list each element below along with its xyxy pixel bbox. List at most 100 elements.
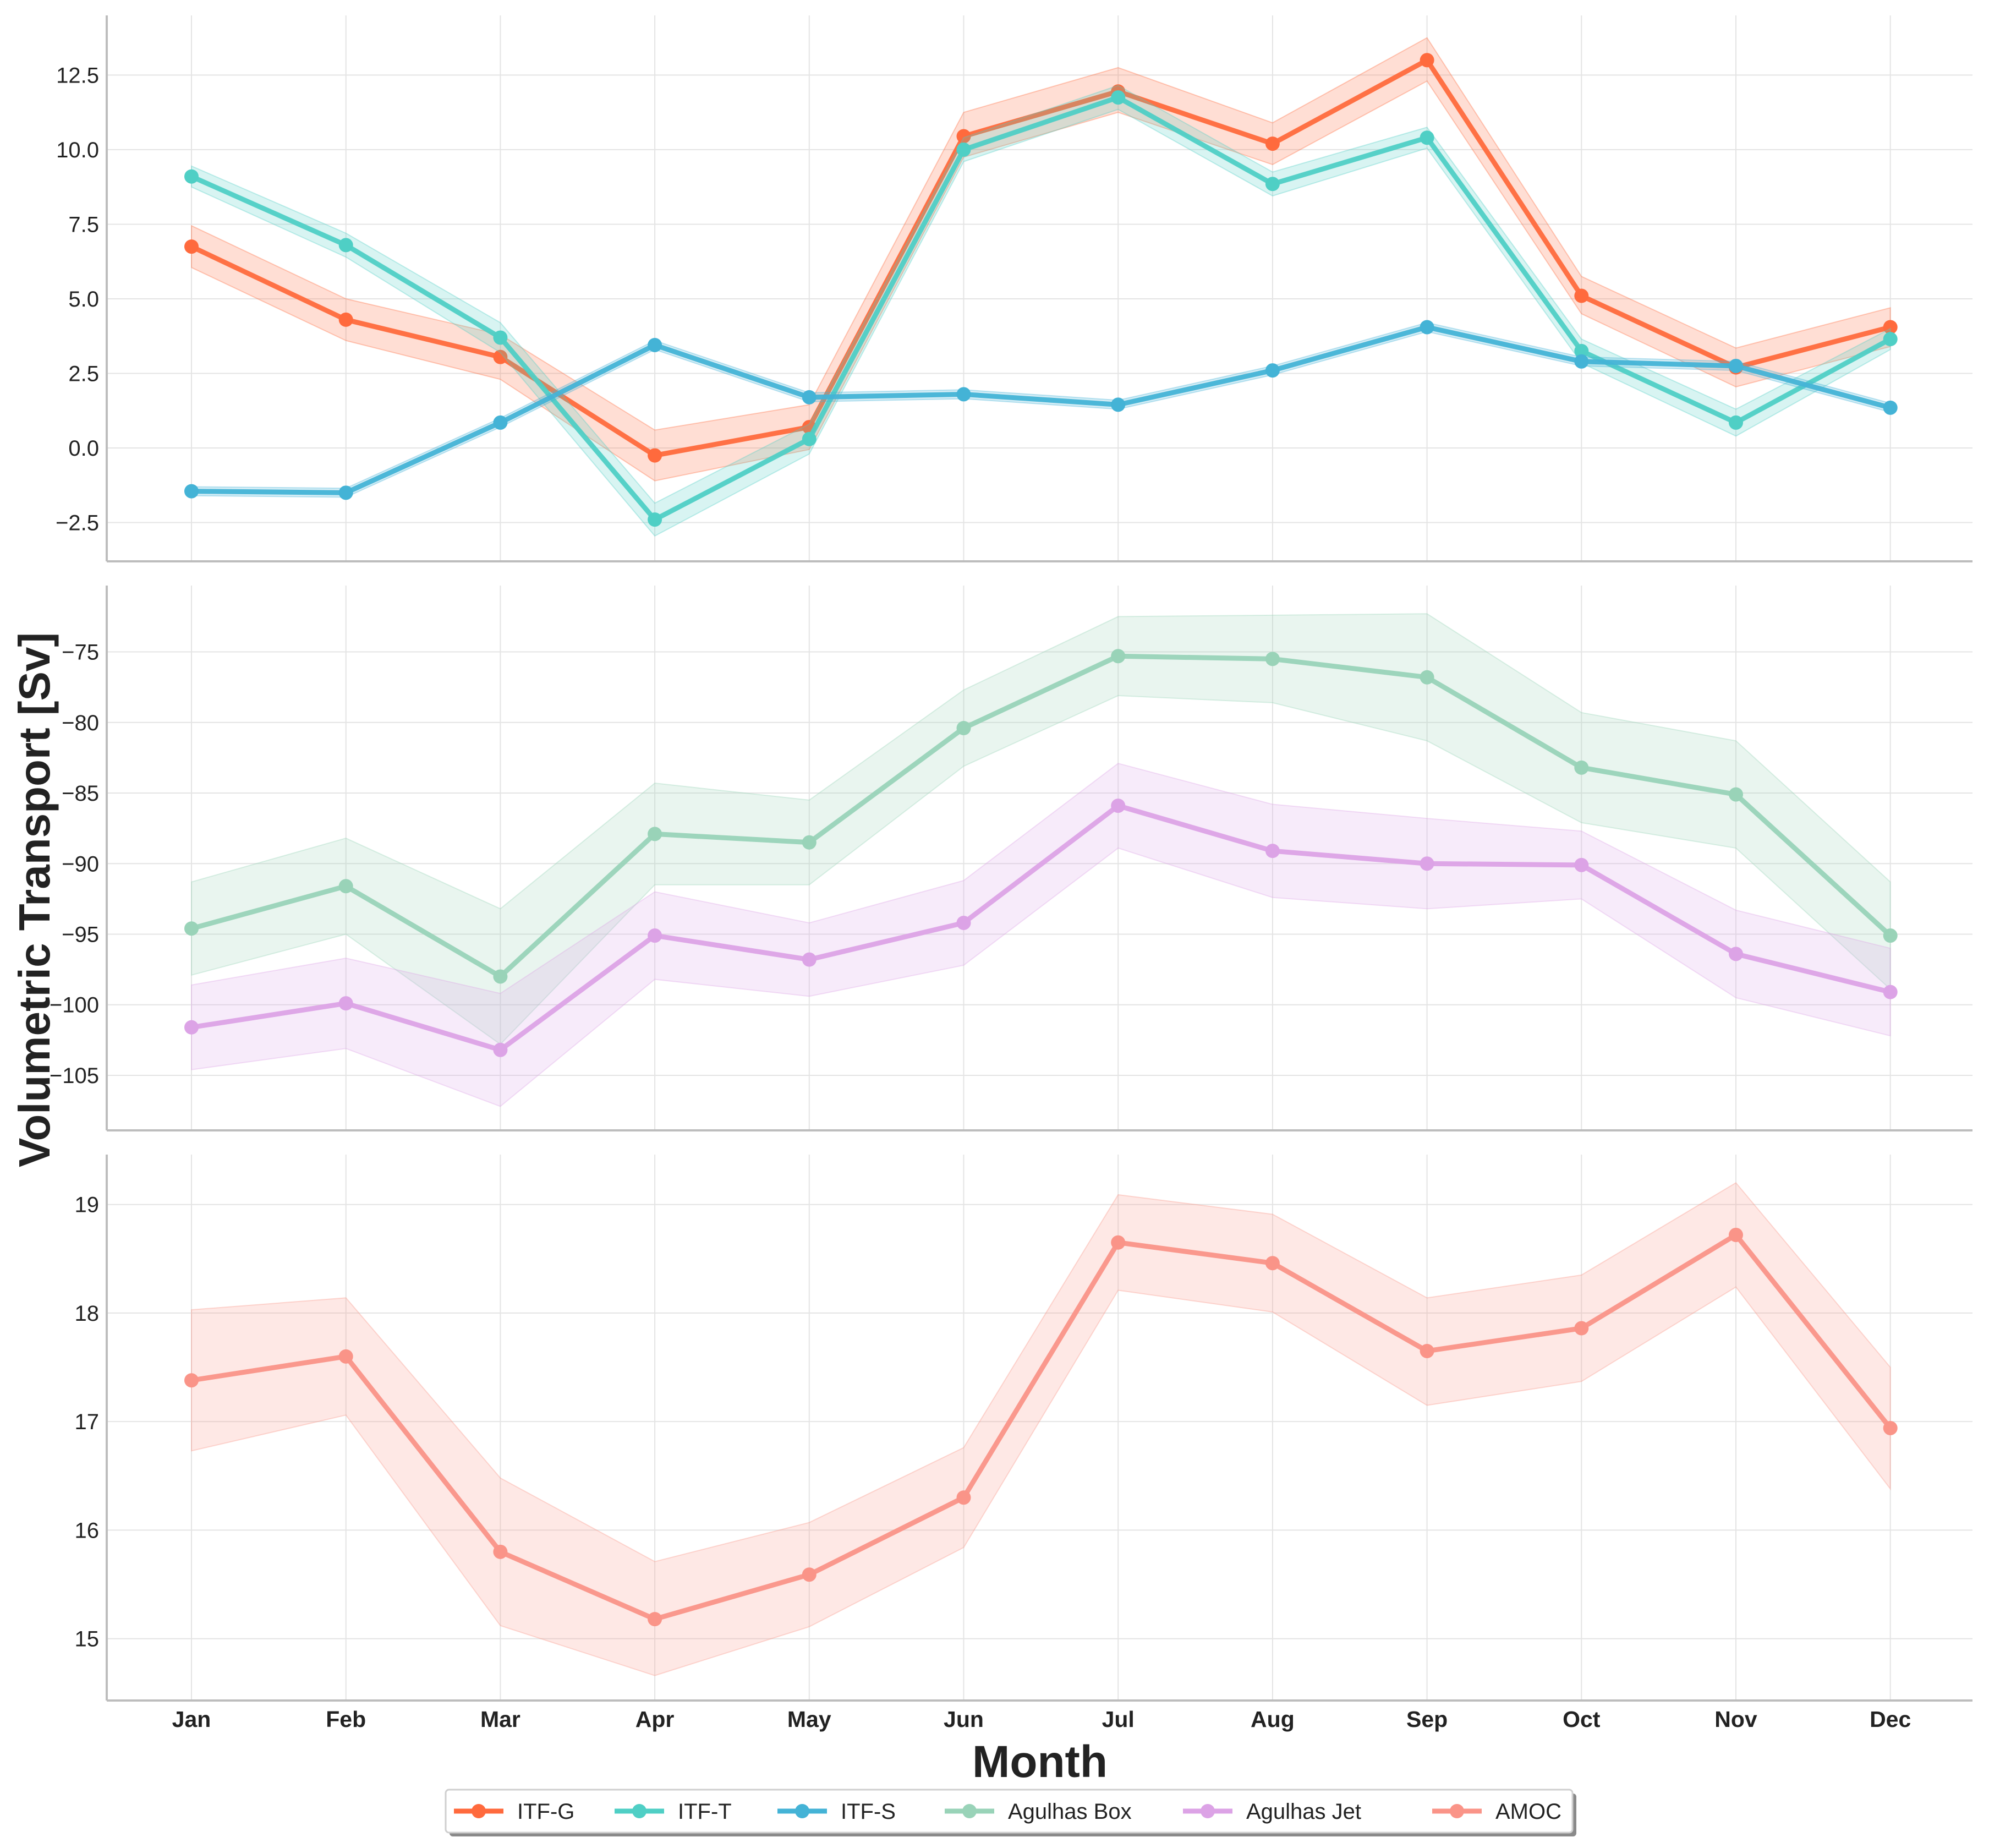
legend-label: ITF-T <box>678 1800 732 1824</box>
data-point <box>956 129 971 144</box>
x-tick-label: Dec <box>1870 1707 1911 1732</box>
y-tick-label: 10.0 <box>56 138 99 162</box>
panel-3: 15 16 17 18 19 <box>75 1155 1972 1702</box>
data-point <box>1883 985 1898 999</box>
data-point <box>1729 947 1743 961</box>
x-tick-label: Jun <box>944 1707 984 1732</box>
data-point <box>802 390 817 404</box>
legend-label: ITF-G <box>517 1800 574 1824</box>
x-tick-label: May <box>787 1707 831 1732</box>
data-point <box>1420 130 1434 145</box>
data-point <box>802 1567 817 1582</box>
legend-item: Agulhas Jet <box>1183 1800 1361 1824</box>
legend-label: Agulhas Box <box>1008 1800 1132 1824</box>
confidence-band <box>191 85 1891 537</box>
x-tick-label: Jan <box>172 1707 211 1732</box>
legend-marker <box>1201 1804 1215 1818</box>
data-point <box>338 312 353 327</box>
series-itf-s <box>184 320 1898 500</box>
data-point <box>1729 1227 1743 1242</box>
data-point <box>1420 53 1434 68</box>
legend-item: ITF-G <box>454 1800 574 1824</box>
data-point <box>1265 652 1280 666</box>
series-line <box>190 57 1891 458</box>
legend-item: ITF-T <box>615 1800 732 1824</box>
data-point <box>338 485 353 500</box>
data-point <box>493 415 508 430</box>
data-point <box>1729 787 1743 802</box>
data-point <box>1420 856 1434 871</box>
data-point <box>1883 928 1898 943</box>
x-tick-label: Sep <box>1406 1707 1448 1732</box>
data-point <box>1420 670 1434 685</box>
data-point <box>493 349 508 364</box>
data-point <box>1574 343 1589 358</box>
y-tick-label: −75 <box>62 641 99 665</box>
y-tick-label: 17 <box>75 1410 100 1434</box>
legend: ITF-G ITF-T ITF-S Agulhas Box Agulhas Jet AMO… <box>445 1789 1576 1836</box>
data-point <box>956 142 971 157</box>
data-point <box>1574 354 1589 369</box>
data-point <box>493 330 508 345</box>
data-point <box>802 952 817 967</box>
data-point <box>802 835 817 850</box>
x-axis-title: Month <box>972 1737 1108 1787</box>
data-point <box>338 1349 353 1364</box>
y-tick-label: 0.0 <box>68 436 99 461</box>
x-tick-label: Oct <box>1563 1707 1601 1732</box>
y-tick-label: 15 <box>75 1627 100 1652</box>
legend-item: ITF-S <box>777 1800 896 1824</box>
y-tick-label: −90 <box>62 852 99 876</box>
data-point <box>1265 363 1280 378</box>
data-point <box>648 448 662 463</box>
data-point <box>1111 649 1126 664</box>
confidence-band <box>191 37 1891 482</box>
data-point <box>493 1544 508 1559</box>
series-amoc <box>184 1182 1898 1676</box>
data-point <box>1883 320 1898 335</box>
legend-label: AMOC <box>1495 1800 1561 1824</box>
confidence-band <box>191 1182 1891 1676</box>
data-point <box>338 238 353 253</box>
y-tick-label: 19 <box>75 1193 100 1217</box>
x-tick-label: Nov <box>1714 1707 1757 1732</box>
data-point <box>184 921 199 936</box>
series-itf-g <box>184 37 1898 482</box>
data-point <box>1883 332 1898 347</box>
data-point <box>1111 799 1126 813</box>
panels: −2.5 0.0 2.5 5.0 7.5 10.0 12.5 −105 −100 −95 −90 −8… <box>50 15 1972 1732</box>
data-point <box>956 721 971 736</box>
data-point <box>1420 1343 1434 1358</box>
y-tick-label: 7.5 <box>68 212 99 237</box>
data-point <box>1111 90 1126 105</box>
data-point <box>184 1020 199 1035</box>
x-tick-label: Apr <box>635 1707 675 1732</box>
data-point <box>1574 760 1589 775</box>
series-itf-t <box>184 85 1898 537</box>
data-point <box>1883 1420 1898 1435</box>
legend-marker <box>632 1804 646 1818</box>
y-tick-label: −105 <box>50 1064 99 1088</box>
legend-label: Agulhas Jet <box>1246 1800 1361 1824</box>
x-tick-label: Jul <box>1102 1707 1135 1732</box>
data-point <box>1574 288 1589 303</box>
data-point <box>1729 415 1743 430</box>
data-point <box>184 239 199 254</box>
legend-marker <box>1450 1804 1464 1818</box>
data-point <box>648 512 662 527</box>
series-line <box>191 803 1891 1053</box>
data-point <box>648 1612 662 1627</box>
data-point <box>493 969 508 984</box>
y-tick-label: −85 <box>62 781 99 806</box>
data-point <box>1729 358 1743 373</box>
data-point <box>956 1490 971 1505</box>
y-tick-label: −95 <box>62 922 99 947</box>
panel-1: −2.5 0.0 2.5 5.0 7.5 10.0 12.5 <box>56 15 1972 562</box>
legend-box <box>445 1789 1574 1834</box>
data-point <box>184 1373 199 1388</box>
data-point <box>184 484 199 499</box>
data-point <box>1111 1235 1126 1250</box>
data-point <box>1574 857 1589 872</box>
y-tick-label: 16 <box>75 1518 100 1543</box>
